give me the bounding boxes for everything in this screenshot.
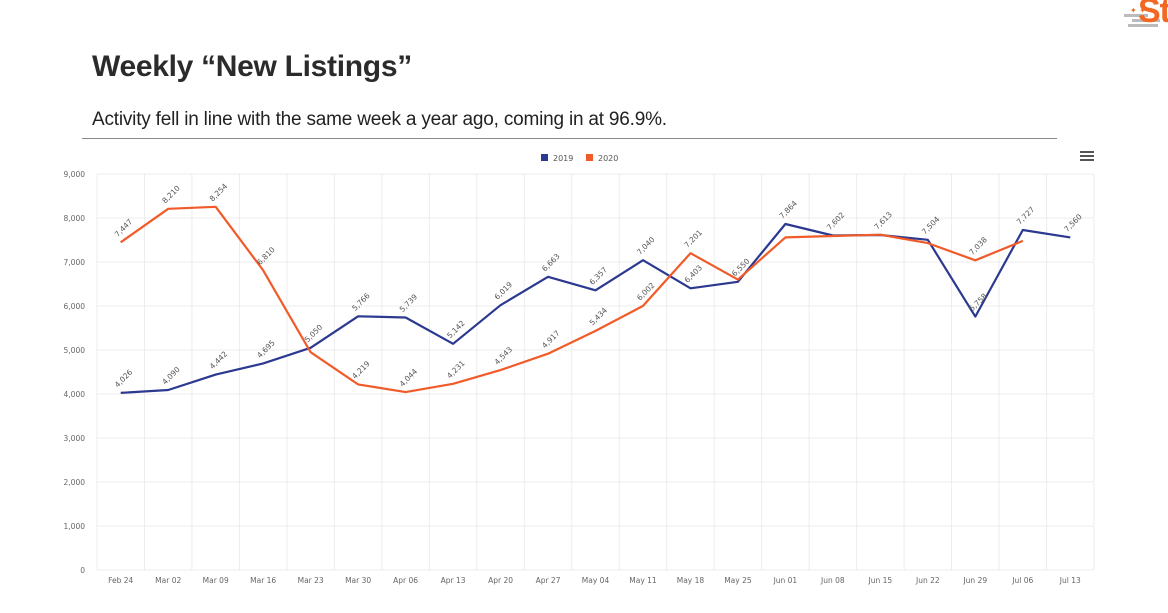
data-label-2019: 4,442 [208, 349, 230, 371]
data-label-2019: 5,142 [445, 318, 467, 340]
y-tick-label: 4,000 [64, 390, 86, 399]
y-tick-label: 0 [80, 566, 85, 575]
x-tick-label: Mar 30 [345, 576, 371, 585]
title-divider [82, 138, 1057, 139]
data-label-2019: 7,864 [777, 199, 799, 221]
y-tick-label: 3,000 [64, 434, 86, 443]
x-tick-label: Feb 24 [108, 576, 133, 585]
data-label-2019: 4,695 [255, 338, 277, 360]
y-tick-label: 9,000 [64, 170, 86, 179]
series-line-2019 [120, 222, 1071, 394]
legend-label: 2020 [598, 154, 618, 163]
x-tick-label: May 04 [582, 576, 610, 585]
x-tick-label: Jul 13 [1059, 576, 1081, 585]
data-label-2020: 5,434 [588, 306, 610, 328]
legend-swatch [586, 154, 593, 161]
y-tick-label: 8,000 [64, 214, 86, 223]
data-label-2020: 4,231 [445, 359, 467, 381]
data-label-2019: 7,613 [872, 210, 894, 232]
x-tick-label: Jun 29 [962, 576, 987, 585]
x-tick-label: Jun 08 [820, 576, 845, 585]
data-label-2020: 8,210 [160, 183, 182, 205]
data-label-2019: 7,727 [1015, 205, 1037, 227]
y-tick-label: 5,000 [64, 346, 86, 355]
legend-swatch [541, 154, 548, 161]
x-tick-label: May 25 [724, 576, 752, 585]
y-tick-label: 2,000 [64, 478, 86, 487]
page-subtitle: Activity fell in line with the same week… [92, 109, 667, 130]
data-label-2020: 7,038 [967, 235, 989, 257]
x-tick-label: Mar 23 [298, 576, 324, 585]
x-tick-label: Apr 27 [536, 576, 561, 585]
x-tick-label: Jun 15 [868, 576, 893, 585]
data-label-2019: 7,560 [1062, 212, 1084, 234]
data-label-2019: 6,403 [683, 263, 705, 285]
x-tick-label: Mar 09 [203, 576, 229, 585]
chart-menu-icon[interactable] [1080, 151, 1094, 165]
data-label-2019: 4,090 [160, 365, 182, 387]
data-label-2020: 4,543 [493, 345, 515, 367]
x-tick-label: Jun 01 [773, 576, 798, 585]
data-label-2019: 5,739 [398, 292, 420, 314]
x-tick-label: Apr 06 [393, 576, 418, 585]
x-tick-label: Apr 13 [441, 576, 466, 585]
x-tick-label: May 18 [677, 576, 705, 585]
data-label-2020: 4,917 [540, 328, 562, 350]
x-tick-label: Mar 16 [250, 576, 276, 585]
data-label-2020: 6,810 [255, 245, 277, 267]
data-label-2019: 7,040 [635, 235, 657, 257]
x-tick-label: Apr 20 [488, 576, 513, 585]
y-tick-label: 7,000 [64, 258, 86, 267]
x-tick-label: Mar 02 [155, 576, 181, 585]
data-label-2019: 5,766 [350, 291, 372, 313]
data-label-2020: 4,044 [398, 367, 420, 389]
logo-stairs-icon: ✦ ✦ ✦ [1124, 6, 1160, 27]
data-label-2020: 7,201 [683, 228, 705, 250]
data-label-2019: 7,602 [825, 210, 847, 232]
page-title: Weekly “New Listings” [92, 50, 412, 83]
x-tick-label: Jul 06 [1011, 576, 1033, 585]
legend-label: 2019 [553, 154, 573, 163]
data-label-2019: 4,026 [113, 368, 135, 390]
logo-text: St [1138, 0, 1168, 30]
y-tick-label: 6,000 [64, 302, 86, 311]
data-label-2020: 6,002 [635, 281, 657, 303]
x-tick-label: May 11 [629, 576, 657, 585]
data-label-2020: 4,219 [350, 359, 372, 381]
x-tick-label: Jun 22 [915, 576, 940, 585]
svg-text:✦ ✦ ✦: ✦ ✦ ✦ [1130, 6, 1155, 15]
y-tick-label: 1,000 [64, 522, 86, 531]
data-label-2020: 8,254 [208, 182, 230, 204]
brand-logo-icon: ✦ ✦ ✦ St [1058, 0, 1168, 34]
series-line-2020 [120, 205, 1024, 394]
